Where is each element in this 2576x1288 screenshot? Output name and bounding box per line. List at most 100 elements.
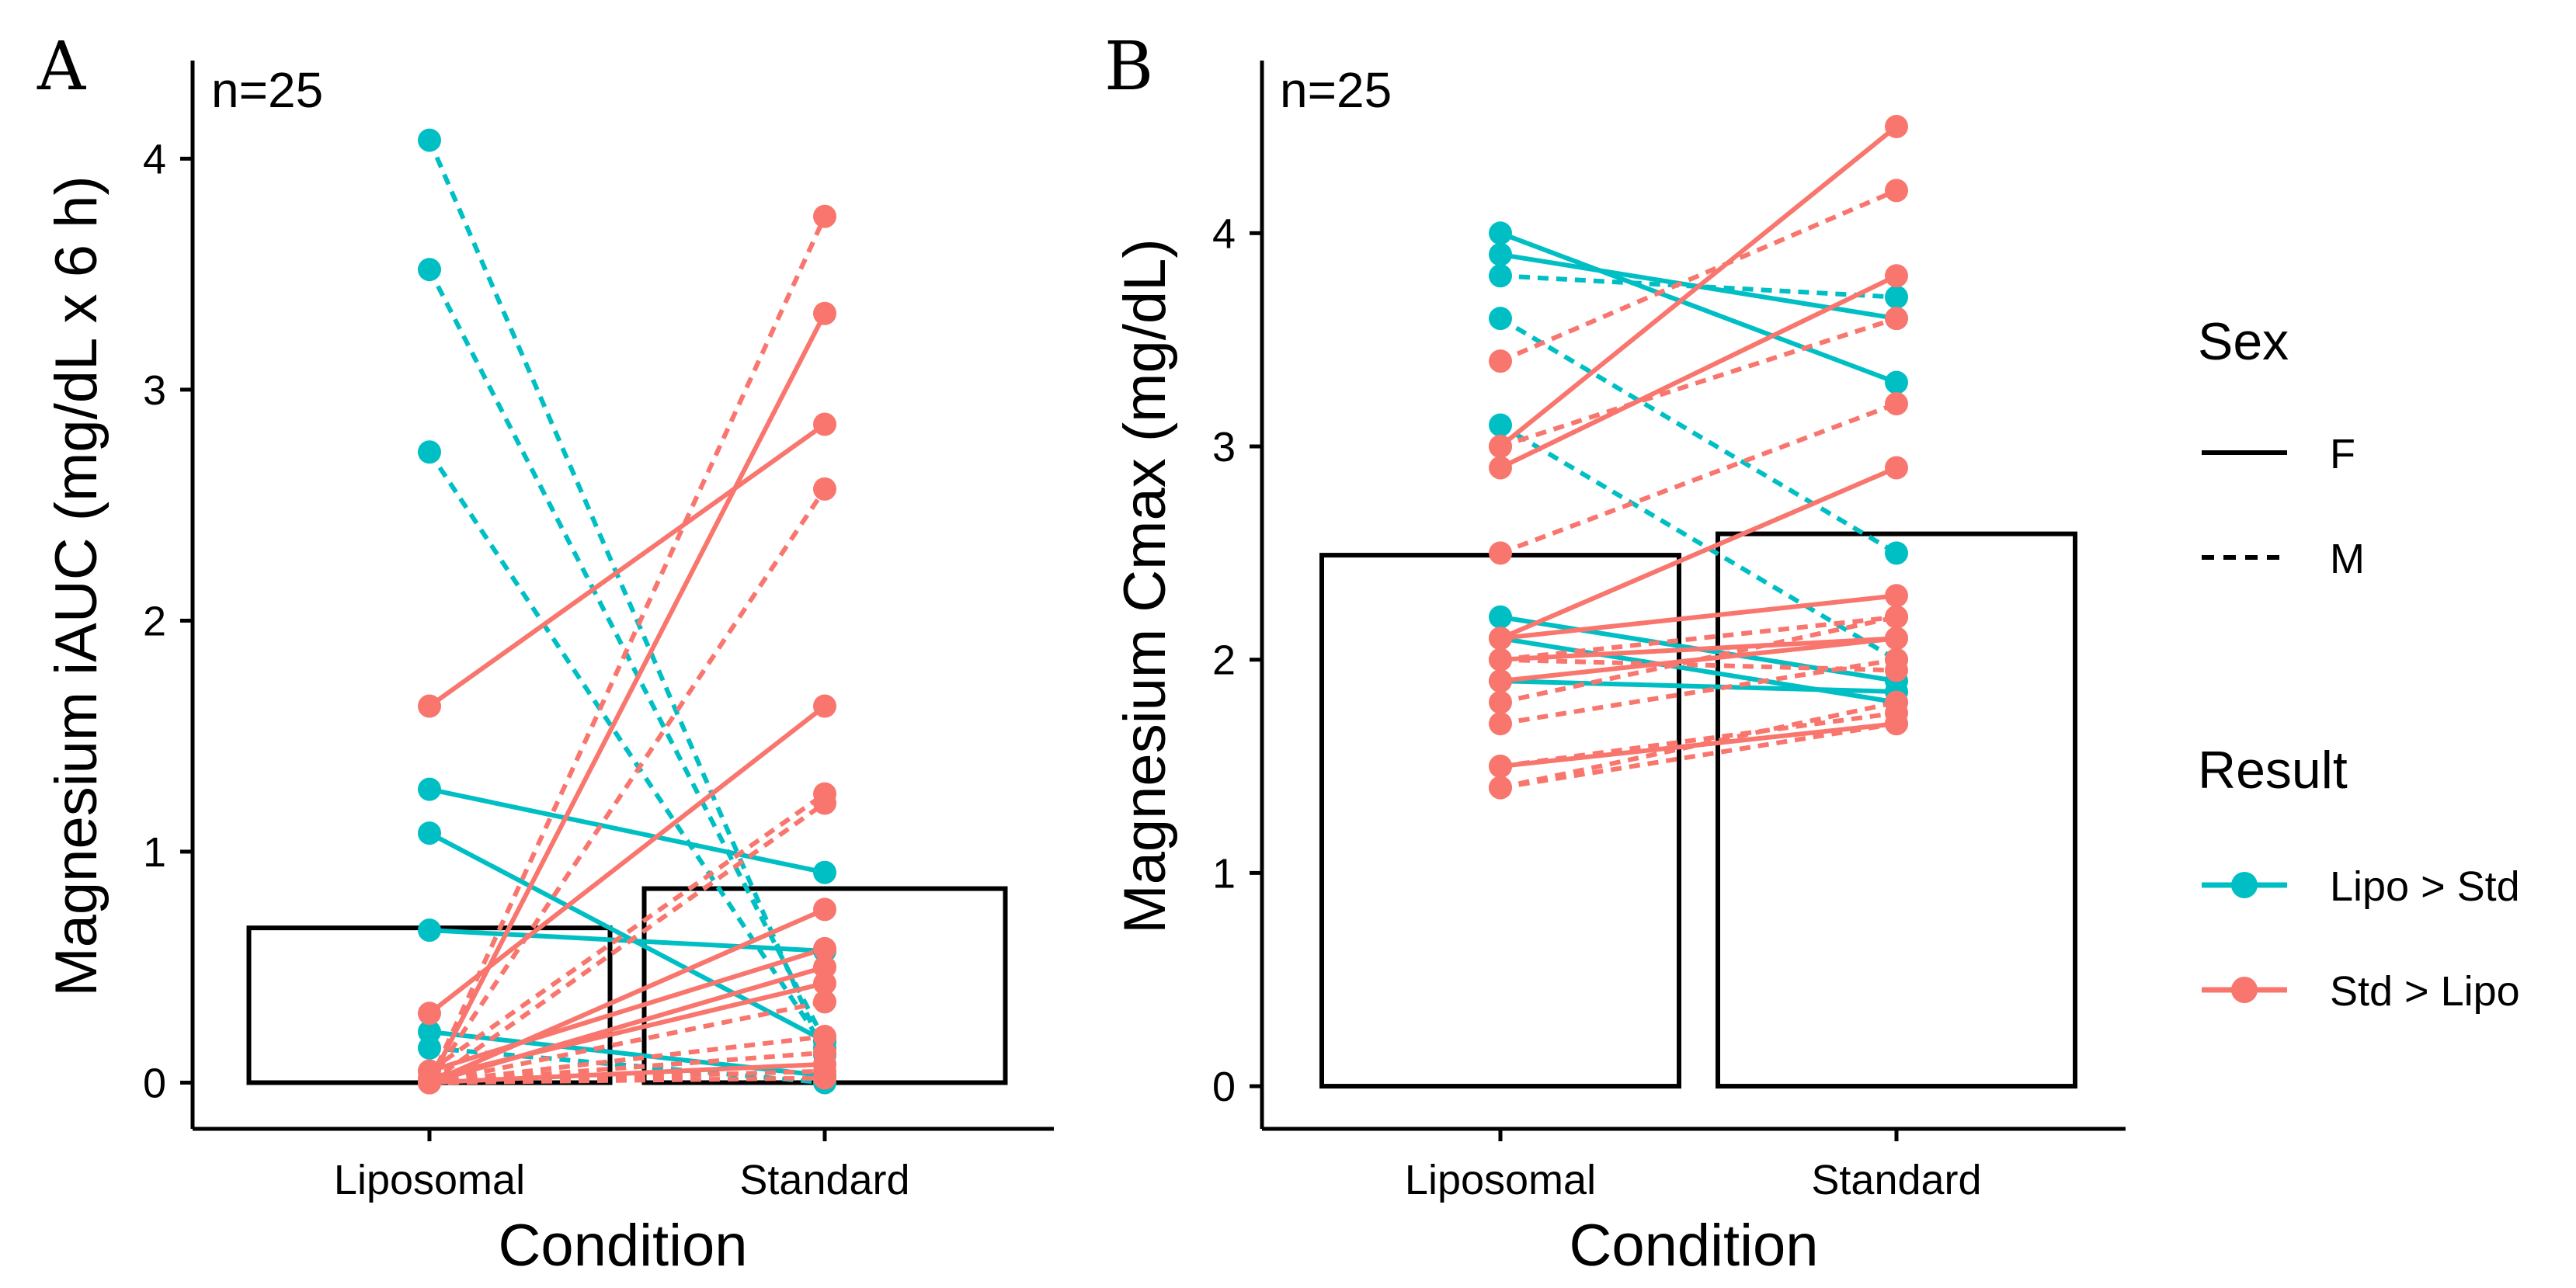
point-standard-25 — [1885, 627, 1908, 651]
pair-line-13 — [1499, 465, 1898, 641]
point-standard-18 — [1885, 605, 1908, 629]
y-tick-label: 2 — [1212, 637, 1236, 684]
point-liposomal-4 — [418, 777, 441, 801]
pair-line-24 — [1500, 710, 1897, 769]
pair-line-3 — [427, 450, 827, 1050]
pair-line-11 — [1499, 188, 1898, 363]
point-standard-12 — [813, 301, 836, 325]
pair-line-19 — [429, 981, 826, 1081]
point-liposomal-5 — [1489, 413, 1512, 437]
pair-line-2 — [427, 268, 827, 1043]
point-standard-20 — [813, 990, 836, 1014]
pair-line-16 — [1500, 614, 1897, 662]
pair-line-1 — [1499, 231, 1898, 385]
x-tick-label-liposomal: Liposomal — [334, 1157, 525, 1203]
point-standard-16 — [813, 897, 836, 922]
point-standard-25 — [813, 1066, 836, 1090]
pair-line-21 — [1500, 700, 1897, 790]
panel-a-lines — [427, 139, 827, 1085]
panel-a-y-ticks: 0 1 2 3 4 — [143, 136, 193, 1106]
pair-line-8 — [1500, 679, 1897, 694]
pair-line-12 — [427, 312, 827, 1084]
panel-b-lines — [1499, 124, 1898, 790]
point-standard-4 — [1885, 541, 1908, 565]
y-tick-label: 4 — [1212, 210, 1236, 257]
legend-sex-f-label: F — [2330, 431, 2355, 477]
panel-b-n-label: n=25 — [1280, 62, 1392, 118]
point-standard-15 — [813, 791, 836, 815]
pair-line-16 — [428, 907, 826, 1085]
point-standard-18 — [813, 955, 836, 979]
point-liposomal-11 — [1489, 349, 1512, 373]
pair-line-25 — [429, 1075, 826, 1085]
y-tick-label: 2 — [143, 598, 166, 644]
point-standard-1 — [1885, 370, 1908, 394]
panel-b-y-axis-title: Magnesium Cmax (mg/dL) — [1112, 238, 1178, 933]
point-liposomal-14 — [1489, 434, 1512, 458]
pair-line-4 — [429, 786, 826, 875]
pair-line-23 — [1500, 657, 1897, 673]
pair-line-11 — [427, 215, 827, 1084]
pair-line-4 — [1499, 316, 1898, 555]
point-liposomal-18 — [1489, 690, 1512, 714]
point-liposomal-2 — [1489, 242, 1512, 266]
pair-line-9 — [428, 422, 826, 708]
point-standard-10 — [1885, 264, 1908, 288]
pair-line-18 — [1500, 614, 1897, 705]
legend: Sex F M Result Lipo > Std Std > Lipo — [2198, 312, 2520, 1015]
point-liposomal-19 — [1489, 712, 1512, 736]
pair-line-12 — [1499, 401, 1898, 556]
point-standard-19 — [813, 971, 836, 995]
y-tick-label: 4 — [143, 136, 166, 182]
legend-std-label: Std > Lipo — [2330, 968, 2520, 1015]
point-liposomal-2 — [418, 258, 441, 282]
pair-line-5 — [1499, 422, 1898, 662]
pair-line-1 — [427, 139, 827, 1056]
y-tick-label: 3 — [143, 367, 166, 414]
point-standard-23 — [1885, 658, 1908, 682]
pair-line-17 — [429, 946, 826, 1074]
panel-a-x-axis-title: Condition — [498, 1213, 747, 1279]
pair-line-17 — [1500, 636, 1897, 684]
point-liposomal-22 — [1489, 776, 1512, 800]
panel-a-x-ticks: Liposomal Standard — [334, 1129, 910, 1203]
legend-sex-m-label: M — [2330, 536, 2365, 582]
y-tick-label: 1 — [143, 829, 166, 876]
point-standard-9 — [813, 412, 836, 436]
pair-line-3 — [1500, 273, 1897, 300]
pair-line-13 — [427, 488, 827, 1085]
point-liposomal-8 — [418, 1036, 441, 1060]
point-liposomal-10 — [1489, 456, 1512, 480]
pair-line-15 — [1500, 593, 1897, 641]
point-liposomal-10 — [418, 1002, 441, 1026]
pair-line-15 — [428, 801, 826, 1085]
panel-a: A n=25 0 1 2 3 4 Liposomal Standard Condition… — [37, 28, 1054, 1279]
x-tick-label-liposomal: Liposomal — [1405, 1157, 1596, 1203]
point-standard-21 — [813, 1024, 836, 1048]
point-standard-15 — [1885, 584, 1908, 608]
point-liposomal-3 — [1489, 264, 1512, 288]
legend-lipo-dot — [2231, 872, 2258, 898]
panel-b-x-ticks: Liposomal Standard — [1405, 1129, 1982, 1203]
point-standard-9 — [1885, 114, 1908, 138]
y-tick-label: 0 — [1212, 1064, 1236, 1110]
point-liposomal-7 — [418, 1020, 441, 1044]
point-liposomal-24 — [1489, 755, 1512, 779]
panel-b-y-ticks: 0 1 2 3 4 — [1212, 210, 1262, 1110]
point-liposomal-5 — [418, 821, 441, 845]
pair-line-5 — [428, 831, 826, 1043]
point-liposomal-12 — [1489, 541, 1512, 565]
point-liposomal-4 — [1489, 307, 1512, 331]
legend-result-title: Result — [2198, 741, 2348, 800]
pair-line-21 — [429, 1034, 826, 1085]
panel-a-points — [418, 128, 836, 1095]
point-liposomal-25 — [418, 1071, 441, 1095]
point-standard-4 — [813, 860, 836, 884]
point-liposomal-1 — [418, 128, 441, 152]
point-liposomal-3 — [418, 440, 441, 464]
pair-line-25 — [1500, 636, 1897, 662]
panel-a-y-axis-title: Magnesium iAUC (mg/dL x 6 h) — [43, 175, 110, 996]
point-liposomal-1 — [1489, 221, 1512, 245]
point-standard-11 — [1885, 179, 1908, 203]
